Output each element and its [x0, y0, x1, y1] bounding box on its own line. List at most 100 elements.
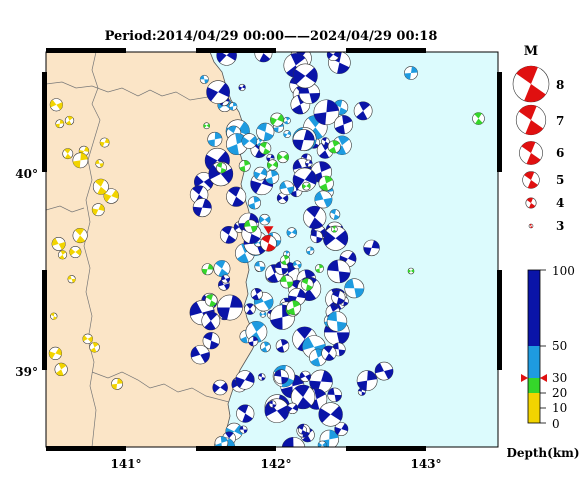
- magnitude-legend: M 8 7 6 5 4 3: [512, 44, 564, 233]
- focal-mechanism-symbol: [204, 294, 218, 307]
- focal-mechanism-symbol: [301, 181, 311, 191]
- focal-mechanism-symbol: [317, 440, 327, 447]
- x-tick-label: 142°: [260, 457, 291, 471]
- focal-mechanism-symbol: [217, 294, 243, 321]
- depth-tick-label: 30: [552, 371, 567, 385]
- focal-mechanism-symbol: [329, 209, 341, 220]
- prefecture-boundary: [46, 81, 230, 101]
- focal-mechanism-symbol: [290, 384, 316, 410]
- focal-mechanism-symbol: [95, 159, 104, 168]
- focal-mechanism-symbol: [292, 63, 318, 89]
- map-title: Period:2014/04/29 00:00——2024/04/29 00:1…: [105, 29, 438, 44]
- focal-mechanism-symbol: [280, 255, 291, 265]
- magnitude-label: 6: [556, 146, 564, 160]
- focal-mechanism-symbol: [326, 311, 348, 332]
- focal-mechanism-symbol: [253, 166, 268, 181]
- frame-tick: [42, 270, 47, 370]
- beachball-layer: [48, 52, 485, 447]
- focal-mechanism-symbol: [286, 300, 302, 316]
- x-axis: 141° 142° 143°: [110, 457, 441, 471]
- focal-mechanism-symbol: [318, 175, 334, 191]
- focal-mechanism-symbol: [318, 402, 343, 427]
- focal-mechanism-symbol: [326, 52, 340, 61]
- focal-mechanism-symbol: [64, 115, 75, 126]
- focal-mechanism-symbol: [214, 436, 229, 447]
- focal-mechanism-symbol: [306, 246, 315, 255]
- focal-mechanism-symbol: [99, 137, 110, 148]
- magnitude-legend-title: M: [524, 44, 538, 59]
- focal-mechanism-symbol: [192, 198, 212, 218]
- depth-color-band: [528, 346, 540, 378]
- focal-mechanism-symbol: [256, 122, 275, 141]
- focal-mechanism-symbol: [407, 267, 415, 275]
- depth-color-band: [528, 408, 540, 423]
- focal-mechanism-symbol: [314, 190, 333, 209]
- focal-mechanism-symbol: [321, 345, 337, 361]
- focal-mechanism-symbol: [353, 101, 373, 121]
- focal-mechanism-symbol: [202, 332, 220, 350]
- focal-mechanism-symbol: [327, 259, 351, 284]
- focal-mechanism-symbol: [264, 169, 280, 185]
- focal-mechanism-symbol: [206, 80, 230, 104]
- y-tick-label: 39°: [15, 365, 38, 379]
- focal-mechanism-symbol: [266, 159, 279, 171]
- focal-mechanism-symbol: [472, 112, 485, 125]
- depth-color-band: [528, 393, 540, 408]
- focal-mechanism-symbol: [270, 112, 285, 127]
- frame-tick: [196, 446, 276, 451]
- focal-mechanism-symbol: [207, 131, 223, 147]
- focal-mechanism-symbol: [286, 227, 298, 238]
- focal-mechanism-symbol: [72, 152, 89, 169]
- frame-tick: [46, 446, 126, 451]
- focal-mechanism-symbol: [213, 260, 231, 278]
- focal-mechanism-symbol: [310, 230, 323, 244]
- focal-mechanism-symbol: [327, 387, 342, 403]
- focal-mechanism-symbol: [283, 130, 292, 139]
- magnitude-legend-symbol: [528, 223, 534, 229]
- focal-mechanism-symbol: [273, 369, 289, 385]
- focal-mechanism-symbol: [218, 278, 230, 291]
- focal-mechanism-symbol: [292, 167, 317, 192]
- magnitude-legend-symbol: [515, 104, 547, 136]
- focal-mechanism-symbol: [333, 115, 354, 135]
- focal-mechanism-symbol: [327, 140, 341, 154]
- focal-mechanism-symbol: [92, 178, 109, 195]
- latest-event-depth-marker: [521, 374, 547, 382]
- focal-mechanism-symbol: [275, 339, 290, 353]
- depth-tick-label: 10: [552, 401, 567, 415]
- frame-tick: [346, 446, 426, 451]
- focal-mechanism-symbol: [254, 261, 266, 272]
- frame-tick: [346, 48, 426, 53]
- focal-mechanism-symbol: [55, 119, 65, 129]
- map-area: [46, 52, 498, 447]
- magnitude-legend-symbol: [525, 197, 537, 209]
- focal-mechanism-symbol: [82, 333, 93, 345]
- prefecture-boundary: [83, 52, 101, 447]
- focal-mechanism-symbol: [258, 142, 272, 155]
- focal-mechanism-symbol: [48, 346, 62, 360]
- focal-mechanism-symbol: [50, 312, 58, 320]
- focal-mechanism-symbol: [228, 102, 238, 111]
- focal-mechanism-symbol: [264, 398, 290, 424]
- focal-mechanism-symbol: [221, 274, 231, 284]
- focal-mechanism-symbol: [57, 250, 68, 260]
- focal-mechanism-symbol: [276, 151, 289, 164]
- focal-mechanism-symbol: [258, 373, 266, 381]
- x-tick-label: 141°: [110, 457, 141, 471]
- y-tick-label: 40°: [15, 167, 38, 181]
- focal-mechanism-symbol: [260, 341, 271, 353]
- magnitude-label: 3: [556, 219, 564, 233]
- focal-mechanism-symbol: [323, 225, 349, 251]
- focal-mechanism-symbol: [241, 133, 258, 149]
- focal-mechanism-symbol: [281, 436, 306, 447]
- focal-mechanism-symbol: [62, 148, 74, 160]
- focal-mechanism-symbol: [250, 288, 263, 301]
- focal-mechanism-symbol: [238, 160, 251, 172]
- magnitude-legend-symbol: [522, 171, 540, 189]
- focal-mechanism-symbol: [280, 275, 294, 289]
- focal-mechanism-symbol: [201, 263, 214, 276]
- depth-tick-label: 0: [552, 417, 560, 431]
- prefecture-boundary: [91, 371, 230, 403]
- focal-mechanism-symbol: [215, 162, 227, 174]
